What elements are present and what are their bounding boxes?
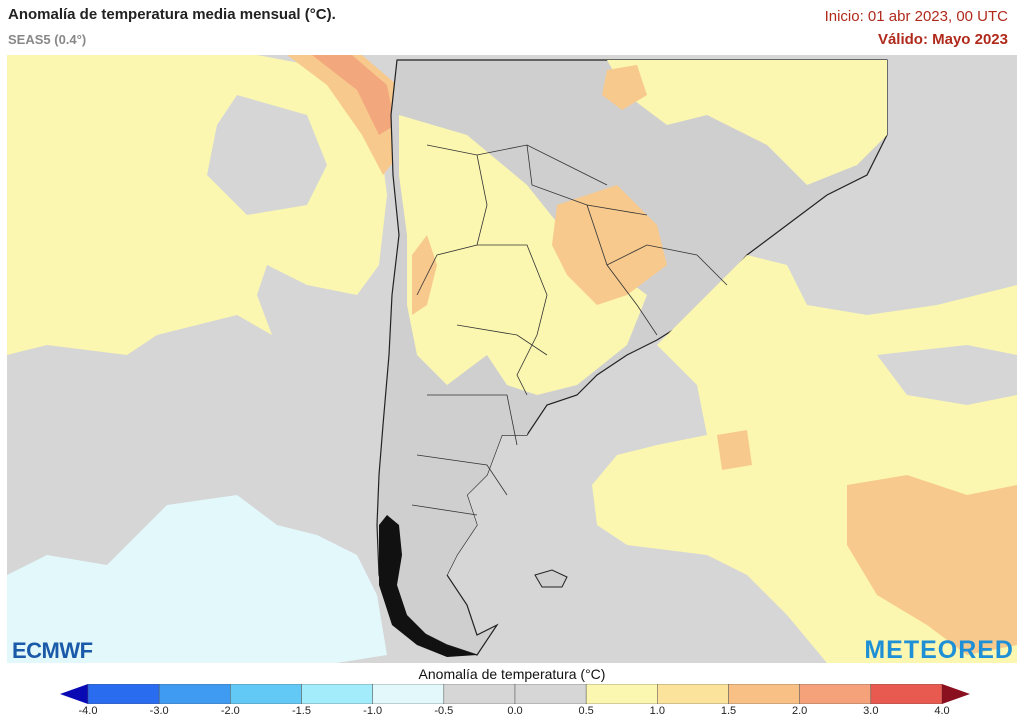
colorbar-segment [230, 684, 302, 704]
colorbar-segment [728, 684, 800, 704]
colorbar-segment [443, 684, 516, 704]
init-time: Inicio: 01 abr 2023, 00 UTC [824, 8, 1008, 25]
anomaly-zone-north-orange [602, 65, 647, 110]
colorbar-segment [585, 684, 658, 704]
anomaly-zone-coast-dark-orange [312, 55, 395, 135]
colorbar-over-triangle [942, 684, 970, 704]
colorbar-tick-label: -0.5 [434, 705, 454, 717]
colorbar-segment [799, 684, 872, 704]
colorbar-segment [301, 684, 373, 704]
colorbar-segment [372, 684, 445, 704]
colorbar-tick-label: -2.0 [220, 705, 240, 717]
colorbar-tick-label: 2.0 [792, 705, 808, 717]
valid-period: Válido: Mayo 2023 [877, 31, 1008, 48]
meteored-logo: METEORED [864, 636, 1014, 664]
anomaly-zone-land-yellow [399, 60, 887, 395]
colorbar-tick-label: -3.0 [149, 705, 169, 717]
anomaly-zone-patagonia-grey [402, 390, 537, 595]
colorbar-segment [514, 684, 587, 704]
anomaly-zone-southwest-blue [7, 495, 387, 663]
colorbar-segment [870, 684, 943, 704]
colorbar-title: Anomalía de temperatura (°C) [418, 666, 606, 682]
colorbar-tick-label: -1.5 [292, 705, 311, 717]
colorbar-tick-label: 1.5 [720, 705, 737, 717]
colorbar-under-triangle [60, 684, 88, 704]
anomaly-zone-andes-orange [412, 235, 437, 315]
anomaly-zone-atlantic-orange [847, 475, 1017, 655]
colorbar-tick-label: 0.5 [578, 705, 594, 717]
colorbar-segment [158, 684, 231, 704]
anomaly-zone-parana-orange [552, 185, 667, 305]
model-label: SEAS5 (0.4°) [8, 32, 87, 47]
colorbar-tick-label: -4.0 [78, 705, 98, 717]
falkland-islands [534, 569, 568, 588]
country-borders [411, 144, 728, 516]
colorbar [60, 684, 970, 704]
colorbar-tick-label: 1.0 [649, 705, 665, 717]
colorbar-tick-label: 4.0 [934, 705, 950, 717]
colorbar-segment [657, 684, 729, 704]
anomaly-zone-pacific-grey [207, 95, 327, 215]
ecmwf-logo: ECMWF [12, 638, 93, 663]
map-title: Anomalía de temperatura media mensual (°… [8, 6, 336, 23]
colorbar-tick-label: 0.0 [507, 705, 523, 717]
anomaly-zone-atlantic-orange-small [717, 430, 752, 470]
colorbar-segment [87, 684, 160, 704]
anomaly-map [7, 55, 1017, 663]
colorbar-tick-label: 3.0 [863, 705, 879, 717]
anomaly-zone-atlantic-grey [877, 345, 1017, 405]
chilean-fjords [379, 515, 477, 657]
colorbar-tick-label: -1.0 [363, 705, 383, 717]
